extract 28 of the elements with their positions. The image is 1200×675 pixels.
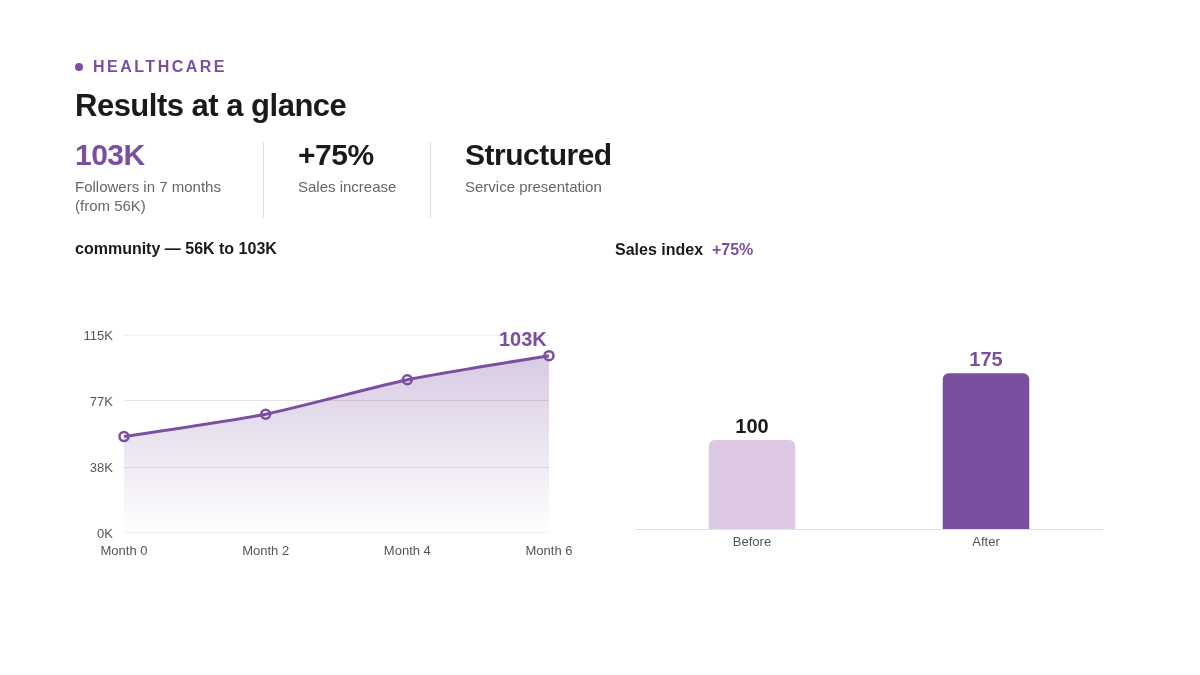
x-tick-label: Month 2 <box>242 543 290 558</box>
x-tick-label: Before <box>732 533 772 549</box>
y-tick-label: 38K <box>89 459 114 475</box>
y-tick-label: 0K <box>97 525 114 541</box>
x-tick-label: Month 0 <box>100 543 148 558</box>
x-tick-label: Month 4 <box>383 543 431 558</box>
x-tick-label: Month 6 <box>525 543 573 558</box>
text: Followers in 7 months (from 56K) <box>75 178 221 216</box>
text: +75% <box>298 138 375 172</box>
point <box>118 430 130 443</box>
x-tick-label: After <box>972 533 1001 549</box>
data-label: 100 <box>735 414 769 437</box>
point <box>543 349 555 362</box>
annotation: 103K <box>499 328 548 350</box>
text: Structured <box>465 138 612 172</box>
text: Service presentation <box>465 178 603 197</box>
chart-subtitle: +75% <box>711 241 754 258</box>
point <box>259 408 272 420</box>
text: Sales increase <box>298 178 397 197</box>
chart-title: Sales index <box>615 241 704 258</box>
data-label: 175 <box>969 348 1003 371</box>
text: 103K <box>75 138 146 172</box>
chart-title: community — 56K to 103K <box>75 240 277 258</box>
y-tick-label: 115K <box>83 327 114 343</box>
text: Results at a glance <box>75 88 347 124</box>
text: HEALTHCARE <box>93 58 228 76</box>
y-tick-label: 77K <box>89 393 114 409</box>
point <box>401 374 414 386</box>
